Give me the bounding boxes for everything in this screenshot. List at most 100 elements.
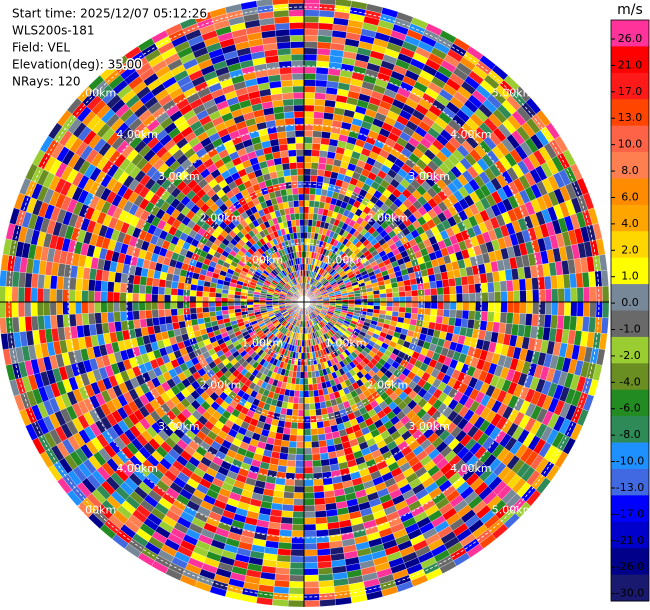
radar-gate (289, 428, 298, 436)
radar-gate (295, 454, 305, 462)
radar-gate (292, 92, 305, 100)
radar-gate (399, 301, 406, 308)
radar-gate (138, 310, 147, 320)
radar-gate (303, 162, 312, 169)
radar-gate (292, 193, 299, 202)
radar-gate (293, 200, 300, 208)
radar-gate (157, 286, 166, 295)
radar-gate (289, 22, 305, 30)
radar-gate (36, 287, 44, 303)
radar-gate (157, 294, 165, 303)
radar-gate (317, 554, 332, 563)
radar-gate (30, 315, 39, 331)
radar-gate (303, 479, 314, 487)
radar-gate (157, 309, 166, 318)
radar-gate (311, 377, 318, 385)
radar-gate (277, 541, 292, 550)
radar-gate (94, 290, 102, 303)
radar-gate (309, 409, 317, 417)
radar-gate (75, 313, 83, 327)
radar-gate (303, 85, 316, 93)
radar-gate (0, 301, 6, 319)
radar-gate (311, 149, 321, 157)
radar-gate (11, 301, 19, 318)
radar-gate (94, 301, 102, 314)
radar-gate (303, 28, 319, 36)
radar-gate (316, 548, 331, 556)
radar-gate (295, 142, 305, 150)
radar-gate (233, 298, 241, 303)
radar-gate (309, 187, 317, 195)
radar-gate (49, 288, 57, 303)
radar-gate (189, 307, 197, 315)
radar-gate (303, 390, 310, 398)
radar-gate (176, 308, 185, 316)
radar-gate (290, 555, 305, 563)
radar-gate (291, 187, 299, 195)
radar-gate (575, 316, 584, 332)
radar-gate (170, 287, 178, 296)
radar-gate (119, 282, 128, 293)
radar-gate (202, 311, 211, 319)
radar-gate (468, 301, 476, 312)
radar-gate (303, 587, 320, 595)
radar-gate (286, 194, 294, 202)
radar-gate (87, 301, 95, 314)
radar-gate (221, 297, 229, 303)
radar-gate (119, 311, 128, 322)
radar-gate (18, 316, 27, 333)
radar-gate (132, 283, 140, 294)
radar-gate (398, 306, 406, 313)
radar-gate (283, 175, 292, 183)
radar-gate (170, 308, 178, 317)
radar-gate (289, 34, 305, 42)
radar-gate (303, 498, 315, 506)
radar-gate (279, 150, 289, 158)
radar-gate (291, 181, 299, 189)
radar-gate (310, 434, 319, 442)
radar-gate (303, 15, 320, 23)
radar-gate (315, 67, 329, 75)
radar-gate (293, 492, 305, 500)
radar-gate (303, 549, 318, 557)
radar-gate (234, 305, 241, 310)
radar-gate (283, 491, 295, 499)
radar-gate (303, 523, 317, 531)
radar-gate (296, 162, 305, 169)
radar-gate (139, 318, 148, 328)
radar-gate (437, 301, 444, 310)
radar-gate (227, 297, 235, 303)
radar-gate (113, 301, 121, 313)
radar-gate (299, 219, 305, 227)
radar-gate (164, 287, 172, 296)
radar-gate (309, 402, 316, 411)
radar-gate (570, 301, 578, 317)
radar-gate (190, 313, 198, 321)
radar-gate (314, 504, 327, 512)
radar-gate (43, 301, 51, 316)
radar-gate (287, 149, 297, 157)
radar-gate (277, 131, 287, 139)
radar-gate (221, 293, 229, 299)
radar-gate (283, 111, 295, 119)
radar-gate (287, 600, 305, 608)
radar-gate (94, 279, 102, 292)
radar-gate (289, 168, 298, 176)
radar-gate (308, 384, 314, 391)
radar-gate (282, 427, 291, 435)
radar-gate (303, 574, 319, 582)
radar-gate (158, 278, 167, 288)
radar-gate (379, 301, 387, 307)
radar-gate (43, 315, 52, 330)
radar-gate (313, 117, 324, 126)
radar-gate (314, 86, 327, 94)
radar-gate (519, 301, 527, 314)
radar-gate (294, 384, 300, 391)
radar-gate (303, 555, 318, 563)
radar-gate (282, 169, 291, 177)
radar-gate (5, 286, 13, 303)
radar-gate (318, 586, 335, 595)
radar-gate (583, 301, 591, 318)
radar-gate (303, 517, 316, 525)
radar-gate (312, 130, 323, 138)
